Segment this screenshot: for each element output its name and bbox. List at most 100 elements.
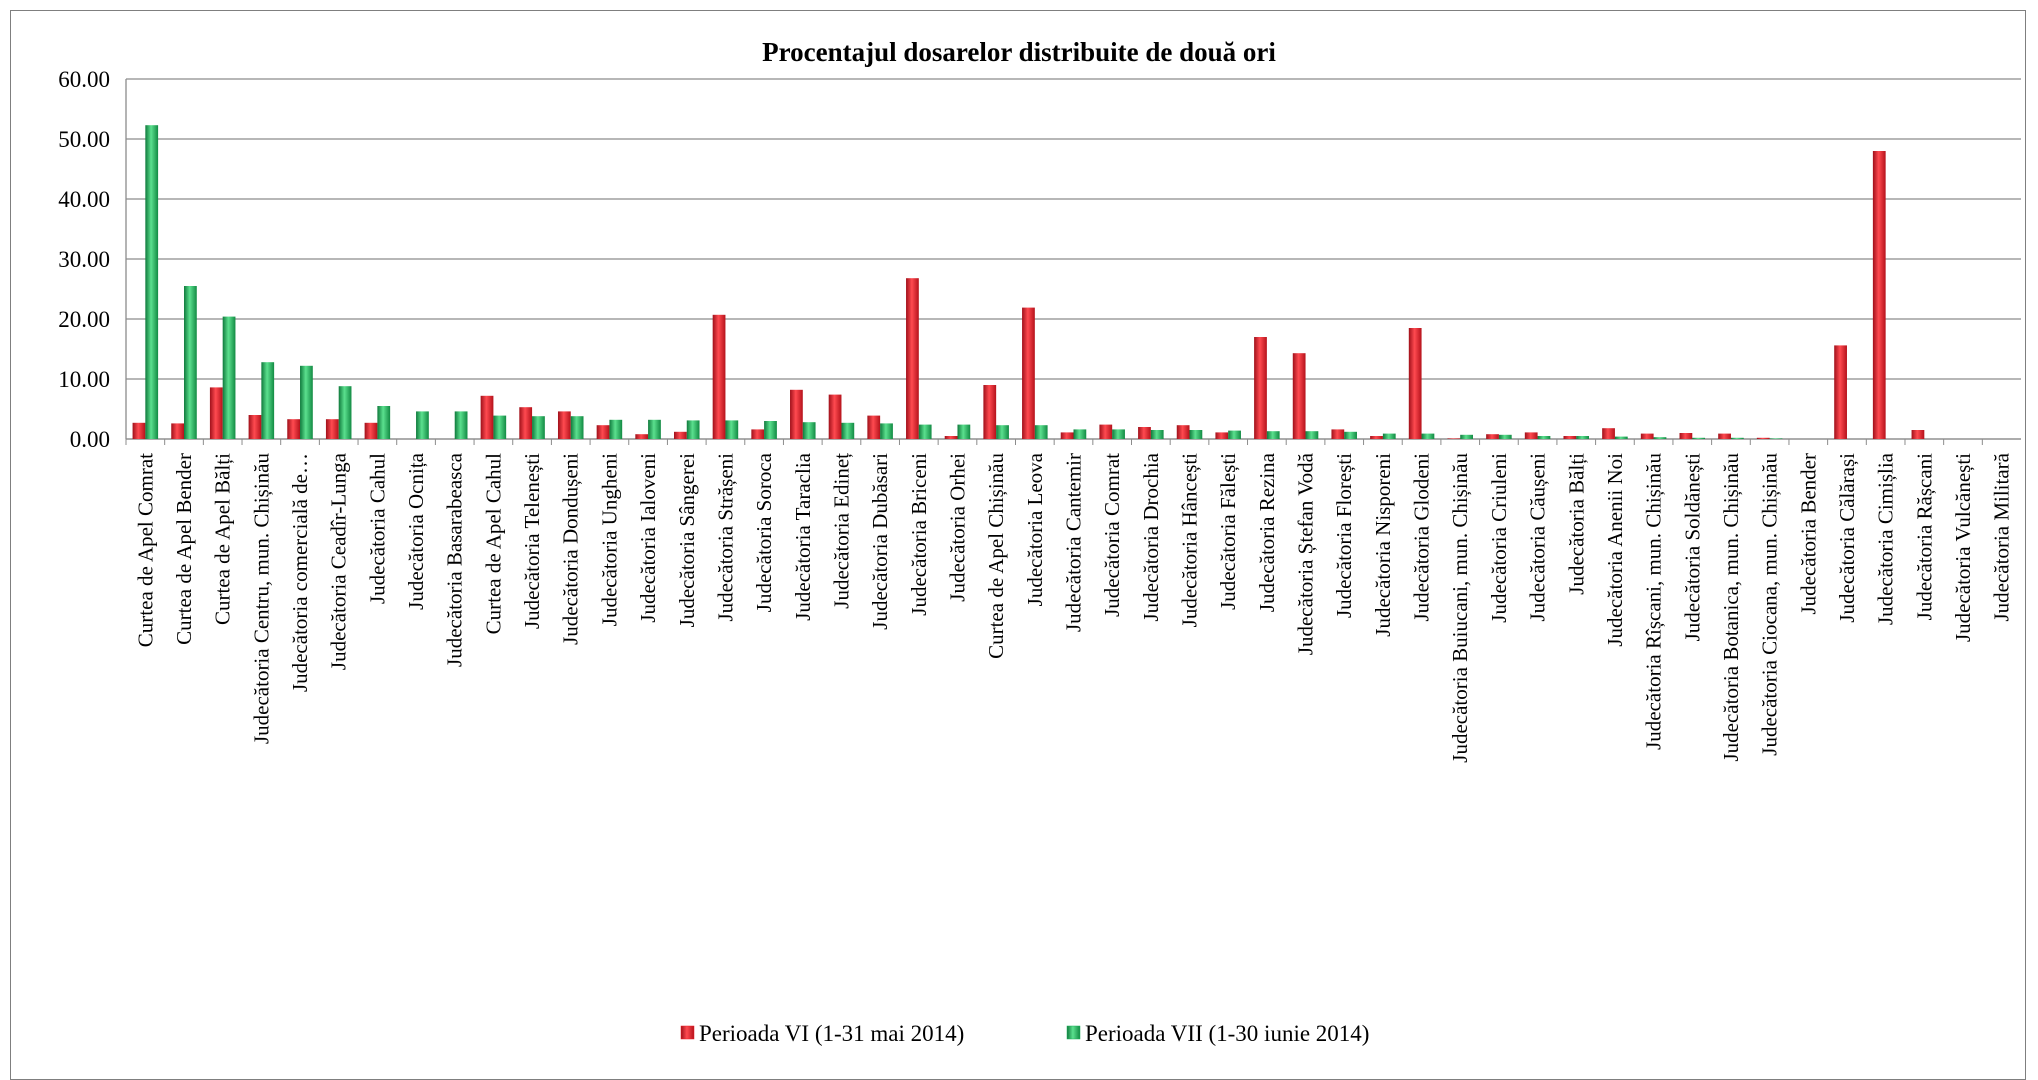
bar-perioada-vii	[957, 424, 971, 439]
bar-perioada-vi	[1215, 432, 1229, 439]
category-label: Judecătoria Ciocana, mun. Chișinău	[1758, 453, 1782, 756]
bar-perioada-vi	[596, 425, 610, 439]
bar-perioada-vi	[944, 436, 958, 439]
y-tick-label: 20.00	[58, 307, 110, 332]
category-label: Judecătoria Ceadîr-Lunga	[327, 452, 351, 670]
bar-perioada-vi	[248, 415, 262, 439]
category-label: Judecătoria Drochia	[1139, 452, 1163, 621]
bar-perioada-vii	[802, 422, 816, 439]
chart-frame: Procentajul dosarelor distribuite de dou…	[10, 10, 2026, 1080]
bar-perioada-vii	[1498, 434, 1512, 439]
bar-perioada-vi	[1370, 436, 1383, 439]
category-label: Judecătoria Anenii Noi	[1603, 453, 1627, 647]
category-label: Judecătoria Rezina	[1255, 452, 1279, 612]
y-tick-label: 40.00	[58, 187, 110, 212]
bar-perioada-vi	[1408, 328, 1422, 439]
bar-perioada-vi	[1099, 424, 1113, 439]
y-tick-label: 50.00	[58, 127, 110, 152]
bar-perioada-vi	[1602, 428, 1615, 439]
category-label: Judecătoria Căușeni	[1526, 453, 1550, 622]
category-label: Judecătoria Ungheni	[597, 453, 621, 626]
legend-swatch	[680, 1025, 695, 1040]
category-label: Judecătoria Soroca	[752, 452, 776, 612]
bar-perioada-vi	[287, 419, 301, 439]
category-label: Judecătoria Soldănești	[1680, 453, 1704, 642]
bar-perioada-vii	[725, 420, 739, 439]
bar-perioada-vii	[996, 425, 1009, 439]
bar-perioada-vi	[1138, 427, 1151, 439]
bar-perioada-vii	[261, 362, 275, 439]
bar-perioada-vii	[145, 125, 159, 439]
bar-perioada-vii	[1034, 425, 1048, 439]
bar-perioada-vii	[1305, 431, 1319, 439]
category-label: Judecătoria Bălți	[1564, 453, 1588, 595]
category-label: Judecătoria Centru, mun. Chișinău	[249, 453, 273, 745]
legend-label: Perioada VII (1-30 iunie 2014)	[1085, 1021, 1369, 1046]
category-label: Judecătoria Leova	[1023, 452, 1047, 606]
bar-perioada-vi	[1911, 430, 1925, 439]
category-label: Judecătoria Strășeni	[713, 453, 737, 622]
legend-swatch	[1066, 1025, 1081, 1040]
bar-perioada-vii	[764, 421, 777, 439]
bar-perioada-vi	[1254, 337, 1267, 439]
bar-perioada-vi	[1872, 151, 1886, 439]
bar-perioada-vii	[918, 424, 932, 439]
bar-chart: Procentajul dosarelor distribuite de dou…	[58, 37, 2021, 1046]
bar-perioada-vii	[841, 422, 855, 439]
legend-label: Perioada VI (1-31 mai 2014)	[699, 1021, 964, 1046]
bar-perioada-vi	[1718, 433, 1731, 439]
category-label: Judecătoria Buiucani, mun. Chișinău	[1448, 453, 1472, 763]
legend: Perioada VI (1-31 mai 2014) Perioada VII …	[680, 1021, 1369, 1046]
bar-perioada-vi	[1060, 432, 1074, 439]
category-label: Judecătoria Glodeni	[1410, 453, 1434, 622]
bar-perioada-vi	[674, 431, 687, 439]
bar-perioada-vii	[454, 411, 468, 439]
bar-perioada-vii	[1073, 429, 1087, 439]
bar-perioada-vii	[300, 365, 313, 439]
bar-perioada-vii	[1460, 434, 1473, 439]
bar-perioada-vi	[790, 389, 803, 439]
category-label: Judecătoria Vulcănești	[1951, 453, 1975, 642]
category-label: Judecătoria Criuleni	[1487, 453, 1511, 623]
category-label: Judecătoria Ialoveni	[636, 453, 660, 623]
bar-perioada-vii	[880, 423, 893, 439]
bar-perioada-vii	[532, 416, 545, 439]
category-label: Judecătoria Briceni	[907, 453, 931, 616]
category-label: Judecătoria Orhei	[945, 453, 969, 602]
bar-perioada-vii	[1382, 433, 1396, 439]
bar-perioada-vi	[983, 385, 997, 439]
bar-perioada-vii	[1692, 437, 1706, 439]
bar-perioada-vi	[828, 394, 842, 439]
category-label: Judecătoria Dondușeni	[559, 453, 583, 645]
bar-perioada-vi	[906, 278, 919, 439]
category-label: Judecătoria Taraclia	[791, 452, 815, 620]
bar-perioada-vi	[325, 419, 339, 439]
bar-perioada-vii	[1653, 437, 1667, 439]
bar-perioada-vi	[1834, 345, 1847, 439]
bar-perioada-vi	[751, 429, 765, 439]
bar-perioada-vii	[1112, 429, 1125, 439]
bar-perioada-vii	[1576, 436, 1590, 439]
y-tick-label: 30.00	[58, 247, 110, 272]
bar-perioada-vii	[1266, 431, 1280, 439]
y-tick-label: 60.00	[58, 67, 110, 92]
bars	[132, 125, 1925, 439]
category-label: Curtea de Apel Bălți	[211, 453, 235, 625]
gridlines	[126, 78, 2021, 440]
bar-perioada-vi	[1640, 433, 1654, 439]
category-label: Judecătoria Nisporeni	[1371, 453, 1395, 637]
category-label: Judecătoria Fălești	[1216, 453, 1240, 610]
bar-perioada-vii	[416, 411, 429, 439]
bar-perioada-vi	[1331, 429, 1345, 439]
bar-perioada-vi	[1022, 307, 1035, 439]
category-label: Curtea de Apel Chișinău	[984, 453, 1008, 659]
category-label: Judecătoria Cahul	[365, 453, 389, 604]
bar-perioada-vii	[1537, 436, 1551, 439]
bar-perioada-vi	[1447, 438, 1461, 439]
category-label: Curtea de Apel Bender	[172, 453, 196, 645]
category-label: Judecătoria Ștefan Vodă	[1294, 452, 1318, 655]
category-label: Judecătoria Florești	[1332, 453, 1356, 618]
bar-perioada-vii	[686, 420, 700, 439]
bar-perioada-vii	[222, 316, 236, 439]
category-label: Judecătoria Comrat	[1100, 453, 1124, 617]
